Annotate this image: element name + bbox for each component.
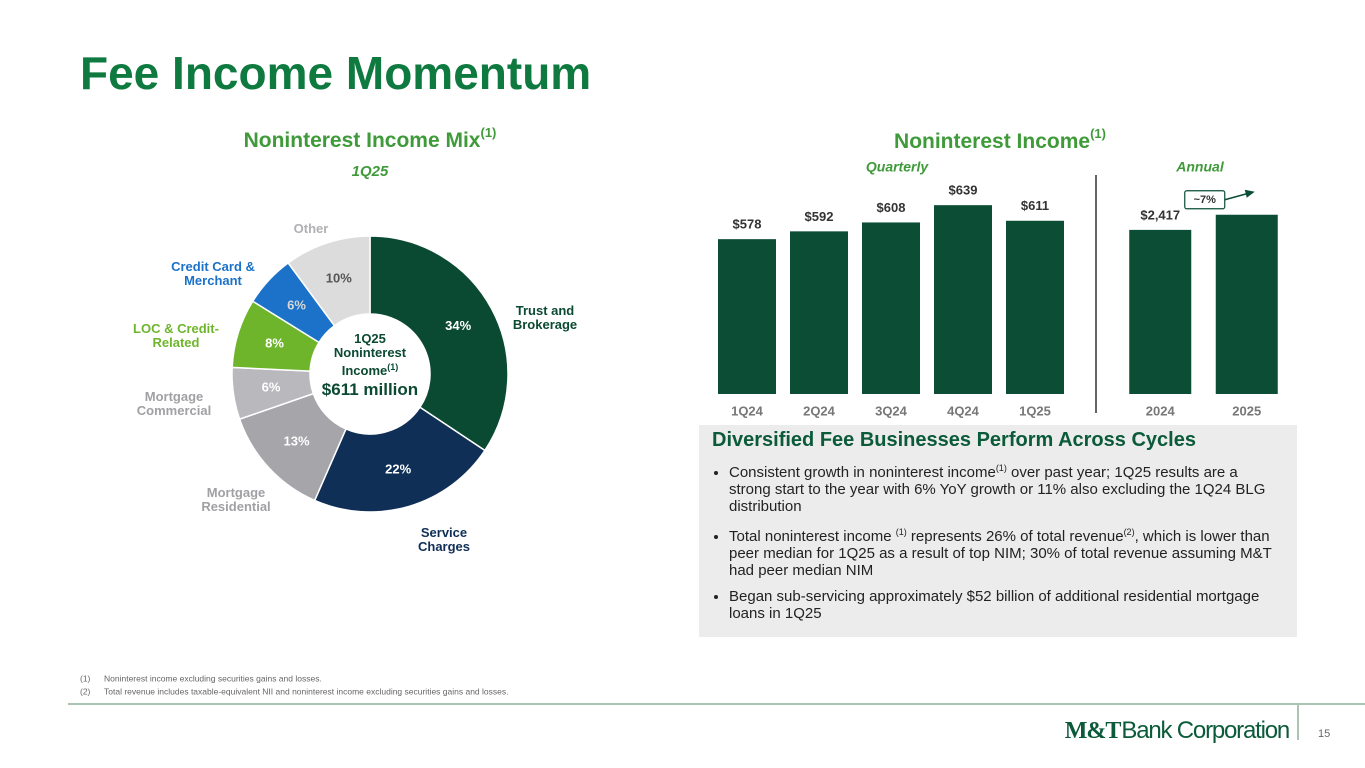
logo-mark: M&T [1065, 718, 1122, 744]
bar [790, 231, 848, 394]
slice-category-label: Mortgage Commercial [136, 389, 212, 418]
bar-value-label: $2,417 [1140, 207, 1180, 222]
bar [1215, 214, 1278, 394]
panel-label: Annual [1175, 159, 1225, 175]
bullet-sup: (2) [1123, 527, 1135, 537]
page-title: Fee Income Momentum [80, 47, 591, 99]
slice-value-label: 6% [287, 298, 306, 313]
slice-category-label: LOC & Credit-Related [133, 321, 219, 350]
bar-value-label: $611 [1021, 198, 1049, 213]
x-tick-label: 1Q25 [1019, 403, 1051, 418]
bullet: Total noninterest income (1) represents … [729, 524, 1277, 579]
bullet-sup: (1) [895, 527, 907, 537]
bullet-text: Consistent growth in noninterest income [729, 464, 996, 481]
donut-center: 1Q25 Noninterest Income(1) $611 million [322, 330, 418, 400]
slice-value-label: 8% [265, 336, 284, 351]
slice-category-label: Trust and Brokerage [512, 303, 578, 332]
slice-value-label: 6% [262, 380, 281, 395]
chart-title-text: Noninterest Income Mix [244, 129, 481, 152]
bullet-text: Began sub-servicing approximately $52 bi… [729, 588, 1260, 622]
x-tick-label: 2Q24 [803, 403, 836, 418]
slice-value-label: 10% [326, 270, 352, 285]
chart-title-text: Noninterest Income [894, 130, 1090, 153]
callout-heading: Diversified Fee Businesses Perform Acros… [712, 429, 1196, 451]
bar-value-label: $639 [949, 183, 978, 198]
bullet-text: represents 26% of total revenue [906, 528, 1124, 545]
bullet-sup: (1) [995, 463, 1007, 473]
x-tick-label: 4Q24 [947, 403, 980, 418]
bullet: Began sub-servicing approximately $52 bi… [729, 588, 1277, 622]
logo: M&TBank Corporation [1065, 717, 1289, 744]
slice-value-label: 22% [385, 461, 411, 476]
center-text: 1Q25 Noninterest Income [333, 330, 407, 379]
slice-category-label: Mortgage Residential [201, 485, 271, 514]
x-tick-label: 2025 [1232, 403, 1261, 418]
annotation-arrowhead [1244, 189, 1255, 198]
bar [862, 222, 920, 394]
center-value: $611 million [321, 380, 419, 400]
chart-title-sup: (1) [1090, 126, 1106, 141]
bullet-list: Consistent growth in noninterest income(… [699, 460, 1297, 622]
bar [934, 205, 992, 394]
bar-value-label: $592 [805, 209, 834, 224]
bullet: Consistent growth in noninterest income(… [729, 460, 1277, 515]
x-tick-label: 2024 [1146, 403, 1176, 418]
panel-label: Quarterly [866, 159, 929, 175]
donut-slice [369, 235, 509, 452]
chart-title: Noninterest Income(1) [894, 126, 1106, 152]
bar [1129, 229, 1192, 394]
bar [1006, 220, 1064, 394]
center-sup: (1) [387, 361, 399, 372]
bar [718, 239, 776, 394]
footnote-marker: (2) [80, 686, 91, 696]
logo-name: Bank Corporation [1121, 717, 1289, 744]
slice-value-label: 34% [445, 318, 471, 333]
bar-value-label: $608 [877, 200, 906, 215]
chart-title: Noninterest Income Mix(1) [244, 125, 497, 151]
chart-title-sup: (1) [481, 125, 497, 140]
donut-slice [287, 235, 371, 327]
bar-value-label: $578 [733, 217, 762, 232]
footnote-marker: (1) [80, 673, 91, 683]
bullet-text: Total noninterest income [729, 528, 896, 545]
donut-slice [313, 406, 486, 513]
x-tick-label: 3Q24 [875, 403, 908, 418]
bullet-text: , which is lower than peer median for 1Q… [729, 528, 1272, 579]
page-number: 15 [1318, 728, 1330, 740]
footnote-text: Total revenue includes taxable-equivalen… [104, 686, 508, 696]
footnote-text: Noninterest income excluding securities … [104, 673, 322, 683]
chart-subtitle: 1Q25 [352, 163, 389, 180]
annotation-arrow [1224, 193, 1247, 201]
bullet-text: over past year; 1Q25 results are a stron… [729, 464, 1266, 515]
slice-category-label: Credit Card & Merchant [171, 259, 255, 288]
callout-box: Diversified Fee Businesses Perform Acros… [699, 425, 1297, 637]
annotation-text: ~7% [1194, 194, 1217, 206]
slice-value-label: 13% [284, 433, 310, 448]
slice-category-label: Service Charges [417, 525, 471, 554]
slice-category-label: Other [293, 221, 329, 236]
x-tick-label: 1Q24 [731, 403, 764, 418]
